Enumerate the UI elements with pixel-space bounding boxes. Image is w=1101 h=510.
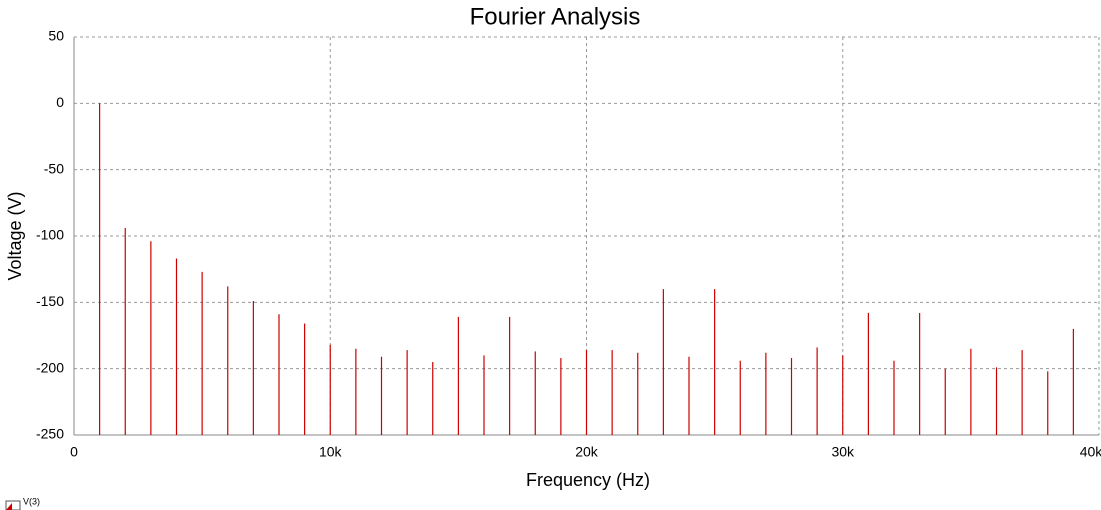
x-tick-label: 0: [70, 444, 78, 460]
y-tick-label: 0: [56, 94, 64, 110]
y-axis-label: Voltage (V): [5, 191, 25, 280]
x-axis-label: Frequency (Hz): [526, 470, 650, 490]
legend-icon: [5, 500, 21, 510]
y-tick-label: -150: [36, 293, 64, 309]
chart-title: Fourier Analysis: [470, 3, 641, 30]
y-tick-label: 50: [48, 28, 64, 44]
x-tick-label: 40k: [1080, 444, 1101, 460]
legend: [5, 500, 21, 510]
y-tick-label: -200: [36, 359, 64, 375]
legend-icon-mark: [6, 503, 12, 510]
x-tick-label: 20k: [575, 444, 599, 460]
x-tick-label: 10k: [319, 444, 343, 460]
legend-label: V(3): [23, 496, 40, 506]
y-tick-label: -250: [36, 426, 64, 442]
y-tick-label: -50: [44, 160, 64, 176]
x-tick-label: 30k: [831, 444, 855, 460]
y-tick-label: -100: [36, 227, 64, 243]
